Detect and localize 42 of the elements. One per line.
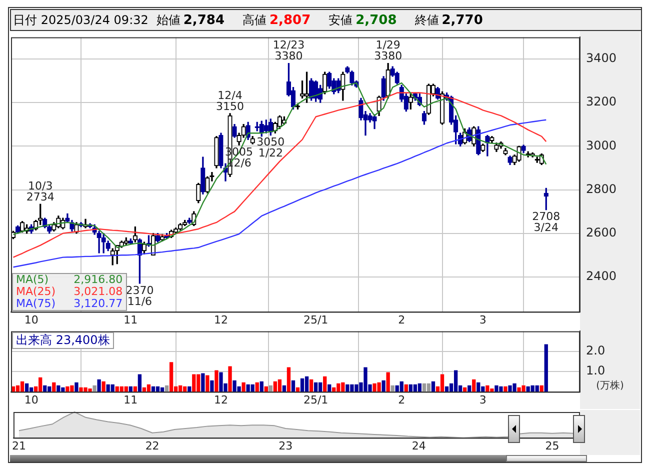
x-tick-label: 25/1 [303,313,328,326]
annotation: 2,916.80 [74,272,123,286]
y-tick-label: 2.0 [586,344,606,358]
annotation: 3,120.77 [74,296,123,310]
x-tick-label: 22 [145,439,160,452]
annotation: 10/3 2734 [26,180,54,204]
y-tick-label: 2800 [586,182,617,196]
y-tick-label: 3000 [586,138,617,152]
y-tick-label: 1.0 [586,364,606,378]
x-tick-label: 2 [398,313,406,326]
x-tick-label: 23 [278,439,293,452]
y-tick-label: 2600 [586,225,617,240]
x-tick-label: 11 [124,313,138,326]
x-tick-label: 12 [214,393,228,406]
x-tick-label: 24 [412,439,426,452]
text: MA(5) [16,272,49,286]
x-tick-label: 2 [398,393,406,406]
y-tick-label: 3200 [586,94,617,109]
y-axis-title: (万株) [596,379,624,392]
text: MA(75) [16,296,56,310]
x-tick-label: 10 [24,393,38,406]
x-tick-label: 10 [24,313,38,326]
chart-title: 出来高 23,400株 [12,332,114,350]
x-tick-label: 25 [545,439,560,452]
x-tick-label: 25/1 [303,393,328,406]
text: 始値 2,784 高値 2,807 安値 2,708 終値 2,770 [156,13,483,28]
x-tick-label: 12 [214,313,228,326]
annotation: 3050 1/22 [256,136,285,160]
annotation: 2370 11/6 [126,284,154,308]
y-tick-label: 3400 [586,51,617,66]
annotation: 2708 3/24 [532,210,560,234]
text: MA(25) [16,284,56,298]
annotation: 12/23 3380 [272,38,305,63]
y-tick-label: 2400 [586,269,617,284]
annotation: 12/4 3150 [216,88,244,113]
chart-title: 日付 2025/03/24 09:32 [13,13,148,27]
x-tick-label: 21 [12,439,26,452]
x-tick-label: 3 [479,393,486,406]
annotation: 1/29 3380 [374,38,402,63]
annotation: 3,021.08 [74,284,123,298]
x-tick-label: 11 [124,393,138,406]
x-tick-label: 3 [479,313,486,326]
